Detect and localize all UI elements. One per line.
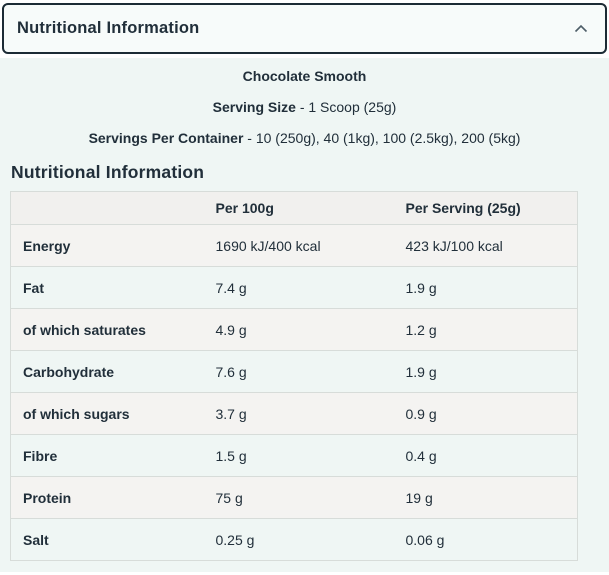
per-serving-value: 0.4 g [405, 434, 578, 477]
table-row: of which sugars 3.7 g 0.9 g [10, 392, 578, 435]
serving-size-value: - 1 Scoop (25g) [299, 99, 397, 115]
serving-size-line: Serving Size - 1 Scoop (25g) [0, 98, 609, 116]
row-label: Carbohydrate [10, 350, 216, 393]
table-row: Salt 0.25 g 0.06 g [10, 518, 578, 561]
row-label: of which saturates [10, 308, 216, 351]
row-label: Fat [10, 266, 216, 309]
servings-per-container-line: Servings Per Container - 10 (250g), 40 (… [0, 129, 609, 147]
per-serving-value: 19 g [405, 476, 578, 519]
per-100g-value: 1690 kJ/400 kcal [215, 224, 406, 267]
flavor-name: Chocolate Smooth [242, 68, 367, 84]
row-label: of which sugars [10, 392, 216, 435]
per-100g-value: 75 g [215, 476, 406, 519]
table-row: of which saturates 4.9 g 1.2 g [10, 308, 578, 351]
per-serving-value: 1.9 g [405, 350, 578, 393]
column-header-blank [10, 191, 216, 225]
servings-per-container-label: Servings Per Container [88, 130, 244, 146]
table-row: Fibre 1.5 g 0.4 g [10, 434, 578, 477]
serving-size-label: Serving Size [212, 99, 296, 115]
per-serving-value: 423 kJ/100 kcal [405, 224, 578, 267]
nutritional-information-accordion-header[interactable]: Nutritional Information [2, 3, 607, 54]
per-serving-value: 1.2 g [405, 308, 578, 351]
per-100g-value: 4.9 g [215, 308, 406, 351]
accordion-title: Nutritional Information [17, 19, 200, 37]
column-header-per-serving: Per Serving (25g) [405, 191, 578, 225]
per-serving-value: 1.9 g [405, 266, 578, 309]
table-row: Fat 7.4 g 1.9 g [10, 266, 578, 309]
per-100g-value: 0.25 g [215, 518, 406, 561]
column-header-per-100g: Per 100g [215, 191, 406, 225]
per-100g-value: 3.7 g [215, 392, 406, 435]
per-serving-value: 0.06 g [405, 518, 578, 561]
chevron-up-icon [574, 24, 588, 33]
table-header-row: Per 100g Per Serving (25g) [10, 191, 578, 225]
nutrition-table-title: Nutritional Information [11, 162, 205, 182]
table-row: Protein 75 g 19 g [10, 476, 578, 519]
nutritional-information-panel: Chocolate Smooth Serving Size - 1 Scoop … [0, 58, 609, 572]
table-row: Carbohydrate 7.6 g 1.9 g [10, 350, 578, 393]
per-100g-value: 7.4 g [215, 266, 406, 309]
per-serving-value: 0.9 g [405, 392, 578, 435]
row-label: Protein [10, 476, 216, 519]
per-100g-value: 1.5 g [215, 434, 406, 477]
nutrition-table: Per 100g Per Serving (25g) Energy 1690 k… [10, 191, 578, 561]
servings-per-container-value: - 10 (250g), 40 (1kg), 100 (2.5kg), 200 … [247, 130, 521, 146]
row-label: Fibre [10, 434, 216, 477]
per-100g-value: 7.6 g [215, 350, 406, 393]
table-row: Energy 1690 kJ/400 kcal 423 kJ/100 kcal [10, 224, 578, 267]
row-label: Salt [10, 518, 216, 561]
row-label: Energy [10, 224, 216, 267]
